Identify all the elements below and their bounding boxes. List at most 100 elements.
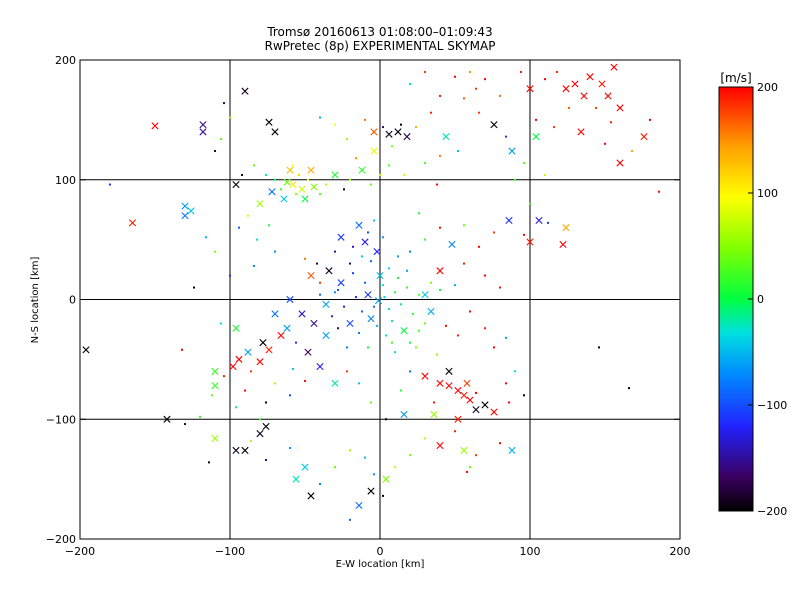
data-point-x — [358, 166, 366, 174]
data-point-dot — [388, 164, 390, 167]
data-point-dot — [529, 202, 531, 205]
data-point-x — [382, 475, 390, 483]
data-point-dot — [247, 214, 249, 217]
data-point-dot — [547, 221, 549, 224]
data-point-dot — [409, 82, 411, 85]
data-point-dot — [424, 322, 426, 325]
data-point-x — [283, 178, 291, 186]
data-point-dot — [244, 389, 246, 392]
data-point-x — [283, 324, 291, 332]
data-point-dot — [250, 370, 252, 373]
data-point-dot — [469, 70, 471, 73]
data-point-x — [616, 159, 624, 167]
data-point-x — [232, 446, 240, 454]
data-point-dot — [292, 164, 294, 167]
data-point-dot — [469, 310, 471, 313]
data-point-dot — [364, 281, 366, 284]
data-point-dot — [457, 150, 459, 153]
data-point-dot — [544, 173, 546, 176]
data-point-dot — [361, 255, 363, 258]
y-tick-label: −200 — [46, 533, 76, 546]
data-point-dot — [193, 286, 195, 289]
data-point-x — [448, 240, 456, 249]
data-point-dot — [406, 286, 408, 289]
data-point-dot — [454, 75, 456, 78]
data-point-dot — [253, 164, 255, 167]
data-point-x — [307, 492, 315, 500]
data-point-x — [436, 442, 444, 450]
data-point-x — [292, 475, 300, 483]
data-point-dot — [484, 327, 486, 330]
data-point-dot — [259, 418, 261, 421]
data-point-x — [280, 195, 288, 203]
data-point-dot — [478, 245, 480, 248]
data-point-dot — [415, 126, 417, 129]
data-point-x — [241, 446, 249, 454]
data-point-dot — [229, 274, 231, 277]
data-point-dot — [208, 461, 210, 464]
data-point-x — [256, 200, 264, 208]
data-point-x — [385, 130, 393, 138]
data-point-x — [331, 379, 339, 387]
data-point-dot — [433, 401, 435, 404]
data-point-dot — [556, 70, 558, 73]
data-point-x — [337, 233, 345, 241]
data-point-dot — [475, 454, 477, 457]
data-points — [82, 63, 660, 521]
x-tick-label: 200 — [670, 545, 691, 558]
data-point-x — [460, 446, 468, 454]
data-point-dot — [418, 329, 420, 332]
y-tick-label: −100 — [46, 413, 76, 426]
data-point-x — [421, 291, 429, 299]
data-point-dot — [229, 116, 231, 119]
data-point-x — [442, 133, 450, 141]
data-point-x — [559, 240, 567, 249]
data-point-x — [256, 358, 264, 366]
data-point-dot — [319, 281, 321, 284]
data-point-x — [337, 279, 345, 287]
data-point-x — [316, 362, 324, 371]
data-point-dot — [631, 150, 633, 153]
data-point-dot — [325, 183, 327, 186]
y-tick-label: 0 — [69, 294, 76, 307]
data-point-dot — [439, 154, 441, 157]
data-point-dot — [289, 394, 291, 397]
x-tick-label: −200 — [65, 545, 95, 558]
data-point-dot — [265, 401, 267, 404]
data-point-dot — [280, 188, 282, 191]
data-point-dot — [475, 87, 477, 90]
data-point-dot — [499, 94, 501, 97]
colorbar-tick-label: −100 — [757, 399, 787, 412]
data-point-x — [400, 410, 408, 419]
data-point-dot — [352, 272, 354, 275]
data-point-dot — [409, 370, 411, 373]
data-point-dot — [355, 296, 357, 299]
data-point-dot — [457, 334, 459, 337]
data-point-x — [301, 195, 309, 203]
x-tick-label: 100 — [520, 545, 541, 558]
data-point-dot — [514, 370, 516, 373]
data-point-dot — [265, 173, 267, 176]
data-point-x — [586, 73, 594, 81]
data-point-dot — [424, 238, 426, 241]
data-point-x — [562, 224, 570, 232]
data-point-dot — [382, 236, 384, 239]
data-point-dot — [397, 255, 399, 258]
data-point-dot — [337, 327, 339, 330]
data-point-x — [460, 391, 468, 399]
data-point-x — [571, 80, 579, 88]
data-point-dot — [523, 161, 525, 164]
data-point-x — [445, 367, 453, 375]
data-point-x — [361, 238, 369, 246]
data-point-dot — [334, 123, 336, 126]
data-point-dot — [373, 219, 375, 222]
data-point-dot — [544, 78, 546, 81]
data-point-dot — [295, 193, 297, 196]
data-point-dot — [298, 173, 300, 176]
data-point-x — [151, 122, 159, 130]
chart-subtitle: RwPretec (8p) EXPERIMENTAL SKYMAP — [265, 39, 496, 53]
data-point-x — [364, 291, 372, 299]
data-point-x — [322, 331, 330, 340]
data-point-x — [400, 327, 408, 335]
data-point-x — [374, 297, 383, 305]
